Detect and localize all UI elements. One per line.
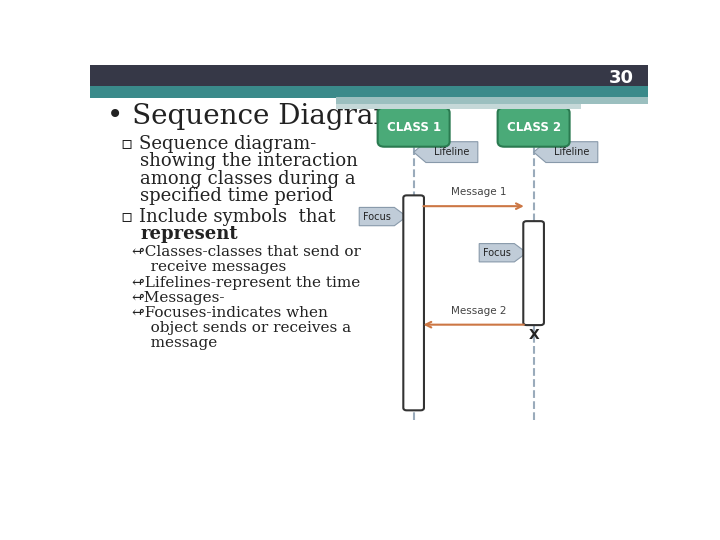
- Text: ↫Focuses-indicates when: ↫Focuses-indicates when: [132, 306, 328, 320]
- Polygon shape: [534, 141, 598, 163]
- Text: CLASS 2: CLASS 2: [507, 120, 561, 134]
- Text: object sends or receives a: object sends or receives a: [136, 321, 351, 335]
- Text: 30: 30: [609, 69, 634, 87]
- FancyBboxPatch shape: [90, 86, 648, 98]
- Text: ↫Messages-: ↫Messages-: [132, 291, 225, 305]
- Polygon shape: [480, 244, 526, 262]
- Text: Lifeline: Lifeline: [554, 147, 590, 157]
- Text: ▫ Sequence diagram-: ▫ Sequence diagram-: [121, 135, 316, 153]
- Text: Focus: Focus: [483, 248, 510, 258]
- FancyBboxPatch shape: [336, 97, 648, 104]
- FancyBboxPatch shape: [90, 65, 648, 87]
- Text: Focus: Focus: [363, 212, 391, 221]
- Text: showing the interaction: showing the interaction: [140, 152, 358, 170]
- Text: ↫Classes-classes that send or: ↫Classes-classes that send or: [132, 245, 361, 259]
- Text: • Sequence Diagrams: • Sequence Diagrams: [107, 103, 413, 130]
- Text: ↫Lifelines-represent the time: ↫Lifelines-represent the time: [132, 276, 360, 289]
- Text: ▫ Include symbols  that: ▫ Include symbols that: [121, 207, 336, 226]
- FancyBboxPatch shape: [336, 104, 581, 109]
- Text: Lifeline: Lifeline: [434, 147, 469, 157]
- Text: message: message: [136, 336, 217, 350]
- Text: among classes during a: among classes during a: [140, 170, 356, 188]
- FancyBboxPatch shape: [498, 107, 570, 147]
- Text: specified time period: specified time period: [140, 187, 333, 205]
- FancyBboxPatch shape: [523, 221, 544, 325]
- FancyBboxPatch shape: [378, 107, 449, 147]
- Polygon shape: [413, 141, 478, 163]
- Polygon shape: [359, 207, 407, 226]
- Text: Message 1: Message 1: [451, 187, 507, 197]
- Text: Message 2: Message 2: [451, 306, 507, 315]
- Text: X: X: [528, 328, 539, 342]
- Text: represent: represent: [140, 225, 238, 243]
- Text: CLASS 1: CLASS 1: [387, 120, 441, 134]
- FancyBboxPatch shape: [403, 195, 424, 410]
- Text: receive messages: receive messages: [136, 260, 286, 274]
